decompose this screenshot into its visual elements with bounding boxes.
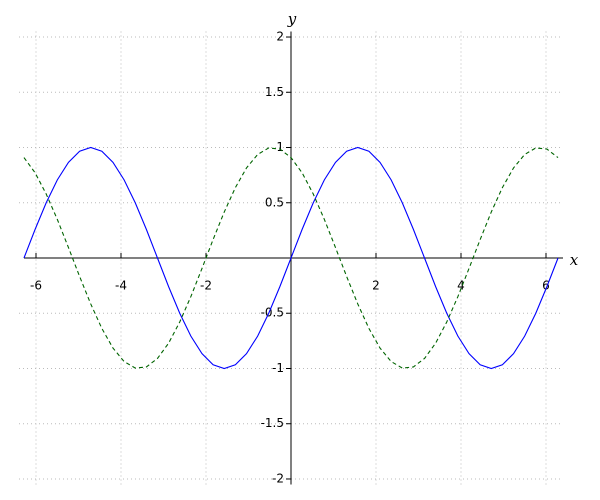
line-series — [23, 147, 559, 369]
x-tick-label: -2 — [200, 279, 212, 293]
x-tick-label: 6 — [542, 279, 550, 293]
y-tick-label: -2 — [272, 471, 284, 485]
x-axis-title: x — [570, 251, 579, 269]
y-tick-label: 2 — [276, 30, 284, 44]
x-tick-label: -6 — [30, 279, 42, 293]
y-tick-label: -1.5 — [261, 416, 284, 430]
line-series — [23, 146, 559, 370]
x-tick-label: 2 — [372, 279, 380, 293]
y-tick-label: 0.5 — [265, 195, 284, 209]
x-tick-label: 4 — [457, 279, 465, 293]
y-tick-label: -0.5 — [261, 306, 284, 320]
y-tick-label: 1 — [276, 140, 284, 154]
y-axis-title: y — [287, 10, 297, 28]
y-tick-label: 1.5 — [265, 85, 284, 99]
x-tick-label: -4 — [115, 279, 127, 293]
y-tick-label: -1 — [272, 361, 284, 375]
